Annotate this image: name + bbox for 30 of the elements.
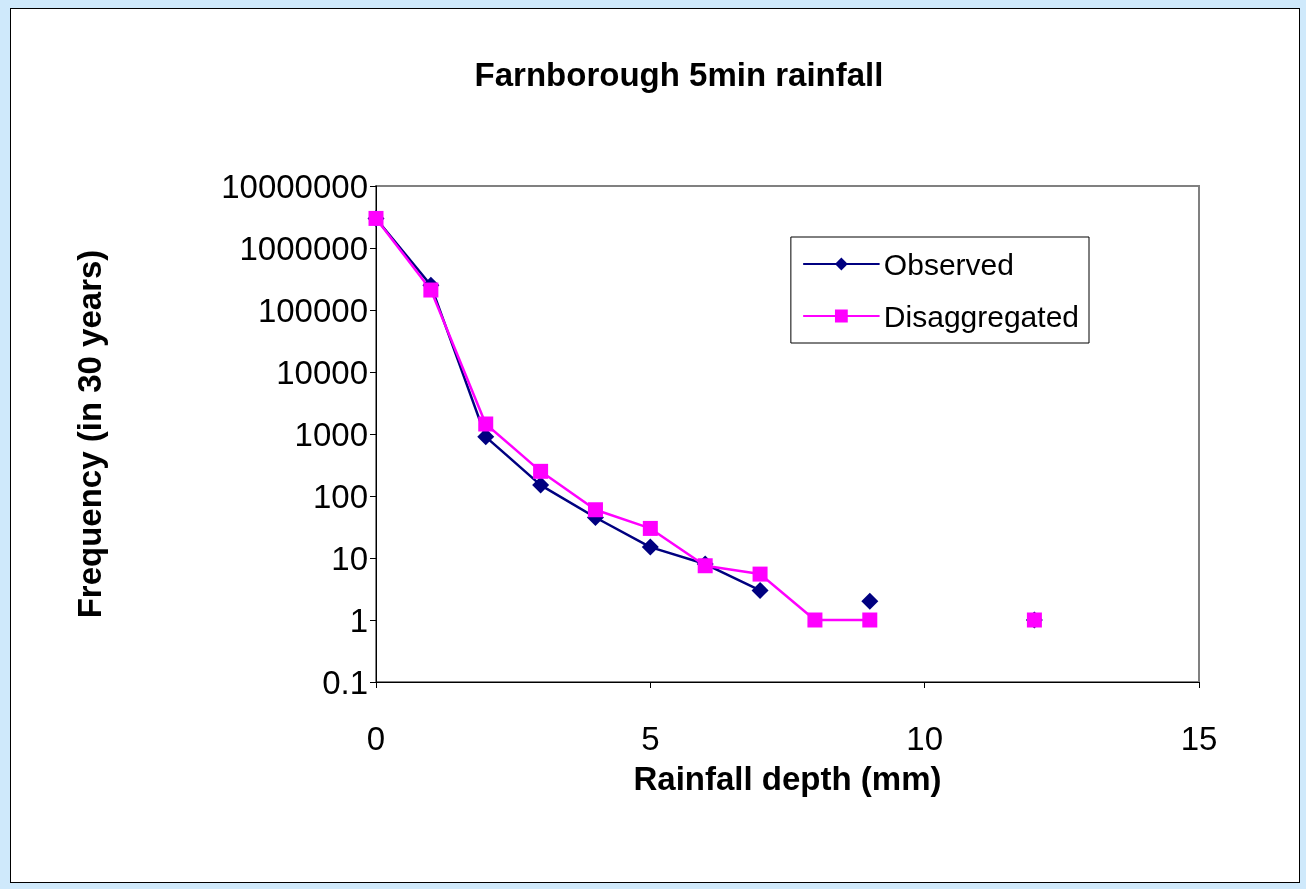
point <box>807 612 823 628</box>
point <box>533 463 549 479</box>
point <box>642 520 658 536</box>
legend-label: Observed <box>883 247 1014 281</box>
point <box>532 476 550 494</box>
point <box>862 612 878 628</box>
legend-label: Disaggregated <box>883 299 1080 333</box>
y-tick-label: 1000 <box>294 415 368 453</box>
y-axis-title: Frequency (in 30 years) <box>71 249 108 619</box>
point <box>478 416 494 432</box>
point <box>752 566 768 582</box>
y-tick-label: 0.1 <box>322 663 368 701</box>
y-tick-label: 10000 <box>276 353 368 391</box>
y-tick-label: 100 <box>312 477 368 515</box>
point <box>641 538 659 556</box>
point <box>587 502 603 518</box>
chart-title: Farnborough 5min rainfall <box>474 56 884 93</box>
point <box>423 282 439 298</box>
point <box>861 592 879 610</box>
point <box>751 581 769 599</box>
x-tick-label: 0 <box>366 720 386 757</box>
y-tick-label: 100000 <box>257 291 368 329</box>
x-tick-label: 5 <box>641 720 660 757</box>
y-tick-label: 1000000 <box>239 229 368 267</box>
y-tick-label: 10000000 <box>221 167 368 205</box>
x-tick-label: 10 <box>906 720 944 757</box>
x-axis-title: Rainfall depth (mm) <box>633 760 942 797</box>
y-tick-label: 10 <box>331 539 368 577</box>
y-tick-label: 1 <box>349 601 368 639</box>
x-tick-label: 15 <box>1180 720 1218 757</box>
